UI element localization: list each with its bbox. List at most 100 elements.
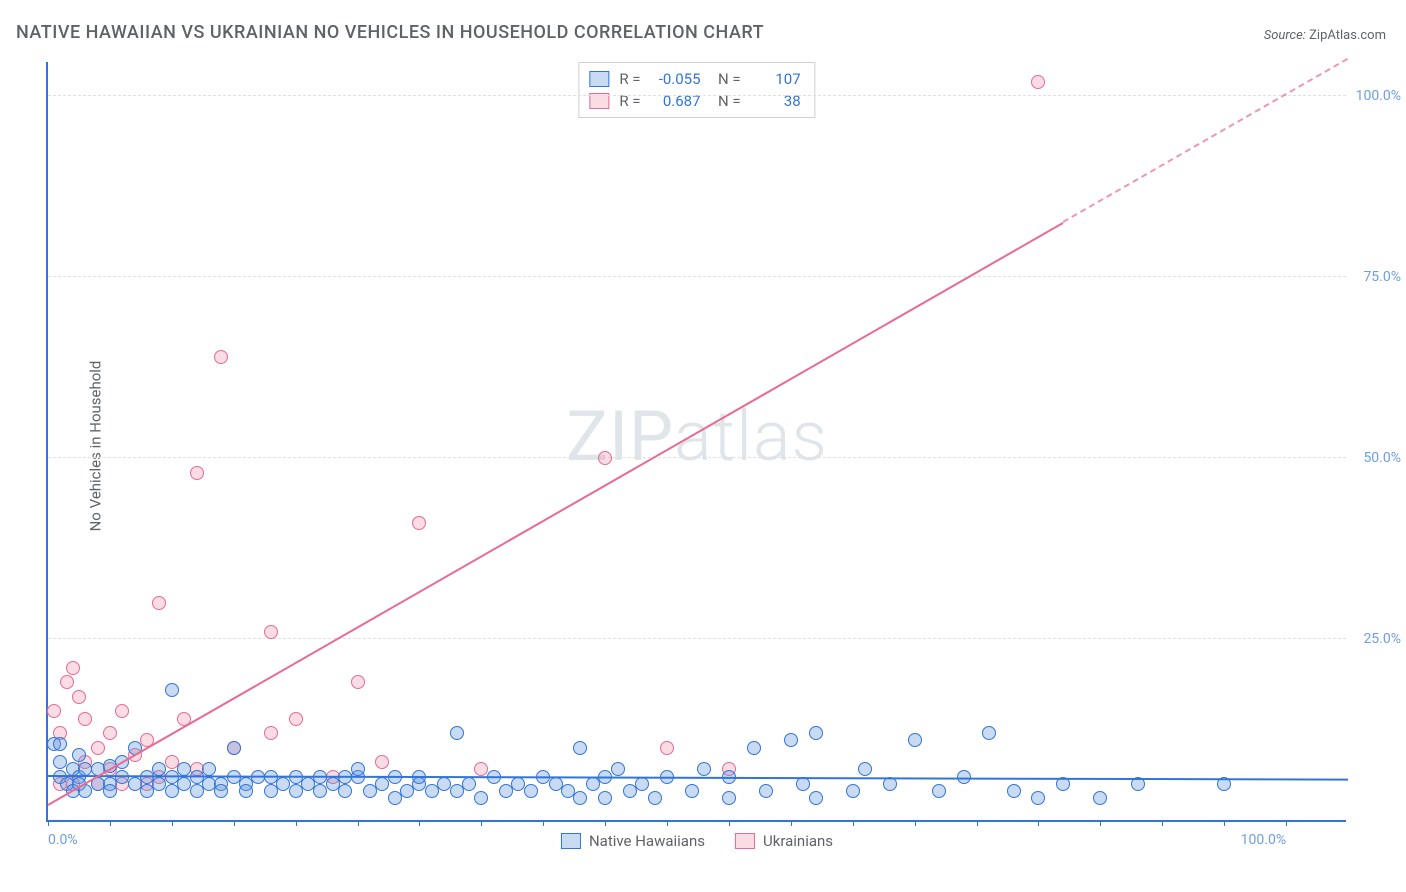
data-point-blue [809,726,823,740]
data-point-blue [338,784,352,798]
data-point-blue [53,737,67,751]
data-point-blue [932,784,946,798]
r-value-blue: -0.055 [651,68,701,90]
data-point-blue [1007,784,1021,798]
x-minor-tick [729,820,730,826]
legend-item-blue: Native Hawaiians [561,832,705,850]
data-point-pink [190,466,204,480]
n-value-blue: 107 [751,68,801,90]
r-label: R = [619,68,640,90]
n-label: N = [711,68,741,90]
gridline-h [48,276,1346,277]
data-point-blue [72,748,86,762]
data-point-blue [524,784,538,798]
watermark-zip: ZIP [566,396,674,478]
x-minor-tick [1100,820,1101,826]
data-point-blue [722,791,736,805]
data-point-blue [846,784,860,798]
x-minor-tick [296,820,297,826]
x-minor-tick [481,820,482,826]
data-point-blue [450,726,464,740]
x-minor-tick [1038,820,1039,826]
watermark-atlas: atlas [674,396,828,478]
chart-title: NATIVE HAWAIIAN VS UKRAINIAN NO VEHICLES… [16,22,764,43]
r-value-pink: 0.687 [651,90,701,112]
series-legend: Native Hawaiians Ukrainians [561,832,833,850]
data-point-blue [573,741,587,755]
data-point-blue [685,784,699,798]
data-point-pink [66,661,80,675]
watermark: ZIPatlas [566,396,828,478]
x-minor-tick [915,820,916,826]
data-point-blue [474,791,488,805]
gridline-h [48,457,1346,458]
trendline-pink-dashed [1063,58,1349,223]
r-label: R = [619,90,640,112]
data-point-blue [908,733,922,747]
data-point-pink [412,516,426,530]
x-minor-tick [48,820,49,826]
swatch-blue [589,71,609,87]
data-point-pink [60,675,74,689]
x-minor-tick [419,820,420,826]
data-point-blue [982,726,996,740]
swatch-blue [561,833,581,849]
x-minor-tick [358,820,359,826]
x-minor-tick [543,820,544,826]
x-minor-tick [1224,820,1225,826]
x-minor-tick [791,820,792,826]
legend-label-pink: Ukrainians [763,832,833,850]
data-point-blue [214,784,228,798]
data-point-blue [759,784,773,798]
x-minor-tick [853,820,854,826]
gridline-h [48,95,1346,96]
data-point-pink [375,755,389,769]
x-minor-tick [1286,820,1287,826]
data-point-pink [289,712,303,726]
data-point-blue [635,777,649,791]
data-point-pink [264,726,278,740]
data-point-blue [351,762,365,776]
x-minor-tick [1162,820,1163,826]
source-attribution: Source: ZipAtlas.com [1264,28,1386,43]
legend-label-blue: Native Hawaiians [589,832,705,850]
x-minor-tick [605,820,606,826]
data-point-blue [227,741,241,755]
stats-row-pink: R = 0.687 N = 38 [589,90,800,112]
x-minor-tick [977,820,978,826]
stats-row-blue: R = -0.055 N = 107 [589,68,800,90]
data-point-blue [747,741,761,755]
data-point-blue [598,791,612,805]
x-tick-label: 0.0% [48,832,78,848]
data-point-blue [809,791,823,805]
y-tick-label: 100.0% [1356,88,1401,104]
data-point-pink [351,675,365,689]
x-minor-tick [110,820,111,826]
data-point-blue [1093,791,1107,805]
data-point-pink [660,741,674,755]
data-point-blue [1031,791,1045,805]
data-point-blue [858,762,872,776]
x-minor-tick [667,820,668,826]
data-point-pink [47,704,61,718]
data-point-pink [598,451,612,465]
y-tick-label: 25.0% [1363,631,1401,647]
data-point-pink [1031,75,1045,89]
source-label: Source: [1264,28,1306,43]
stats-box: R = -0.055 N = 107 R = 0.687 N = 38 [578,62,815,118]
data-point-pink [78,712,92,726]
data-point-pink [72,690,86,704]
data-point-pink [115,704,129,718]
data-point-blue [202,762,216,776]
x-minor-tick [234,820,235,826]
n-label: N = [711,90,741,112]
n-value-pink: 38 [751,90,801,112]
legend-item-pink: Ukrainians [735,832,833,850]
data-point-pink [91,741,105,755]
data-point-blue [103,784,117,798]
x-tick-label: 100.0% [1241,832,1286,848]
y-tick-label: 75.0% [1363,269,1401,285]
data-point-pink [214,350,228,364]
gridline-h [48,638,1346,639]
data-point-blue [784,733,798,747]
